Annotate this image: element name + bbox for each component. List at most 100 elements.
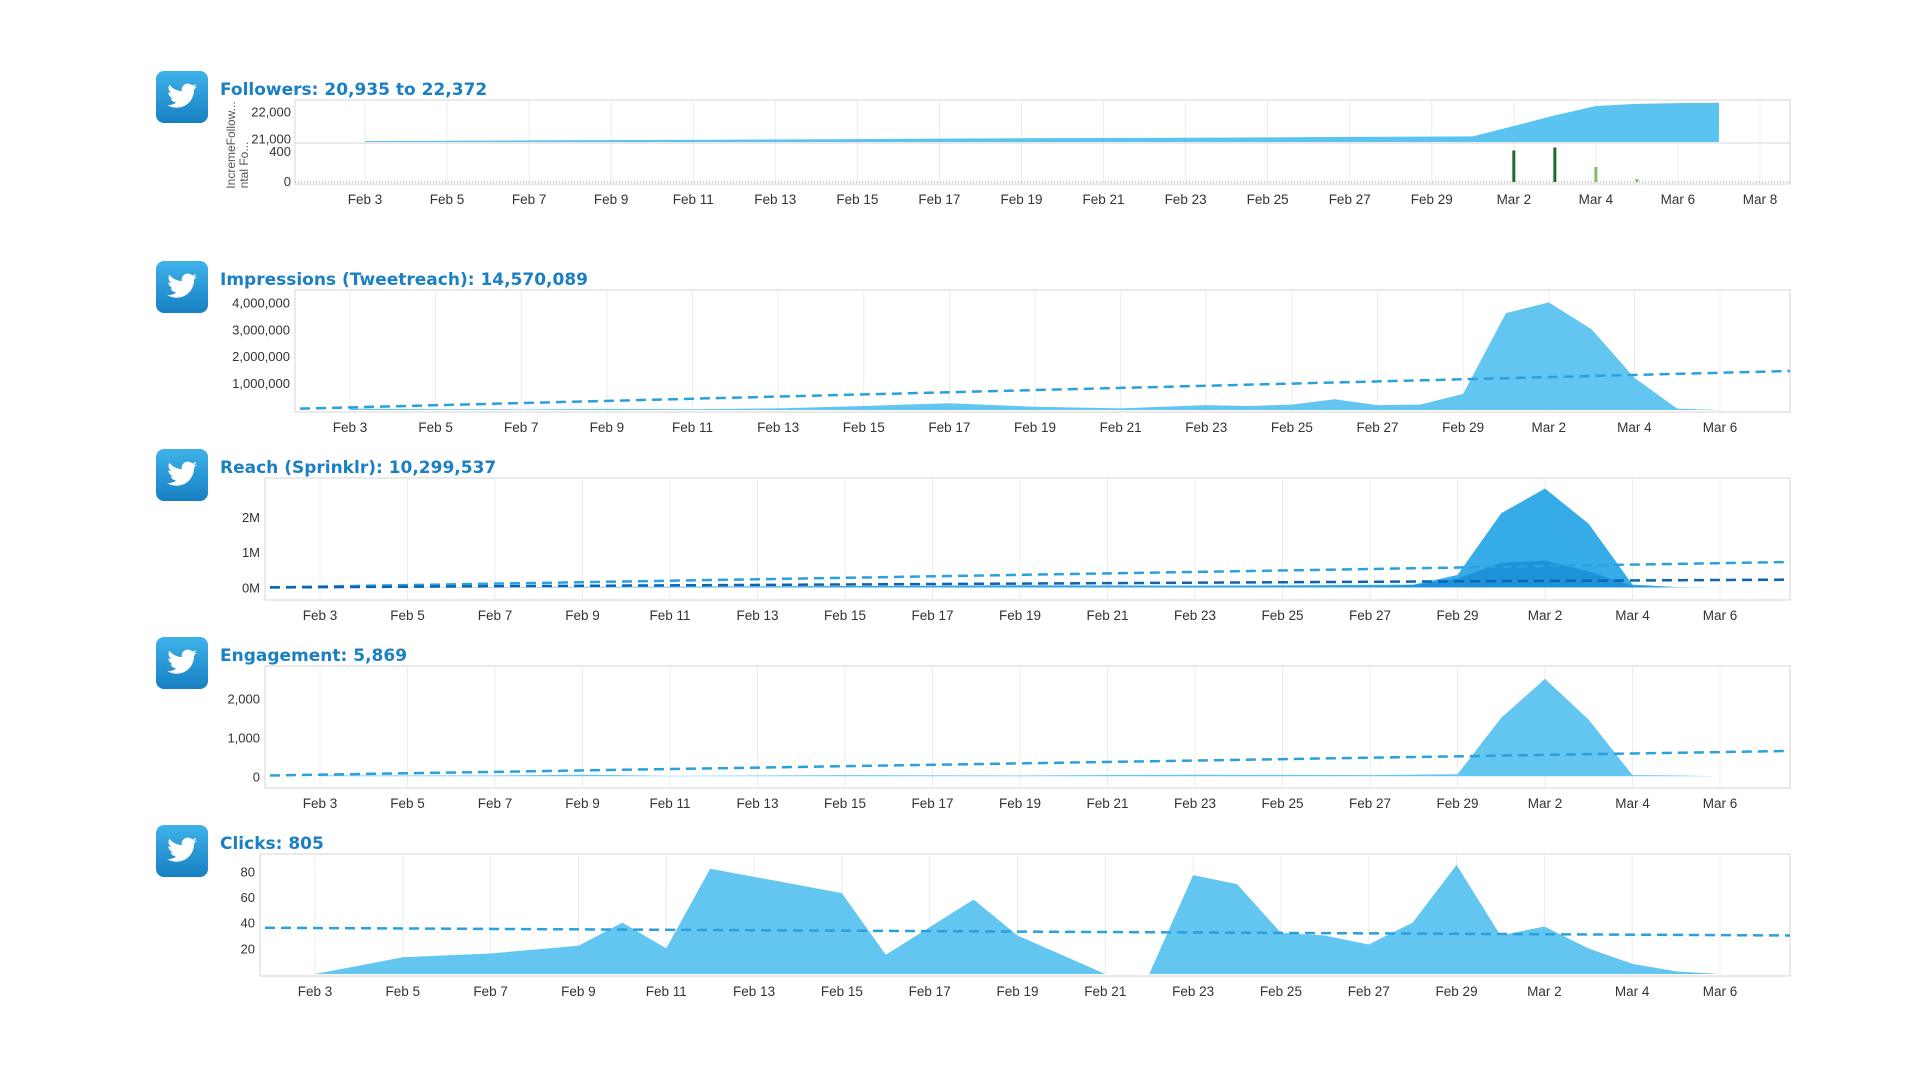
x-tick-label: Feb 11 <box>672 420 713 435</box>
area-series-1 <box>350 302 1720 410</box>
x-tick-label: Feb 5 <box>386 984 421 999</box>
twitter-bird-icon <box>155 824 209 878</box>
x-tick-label: Feb 17 <box>928 420 970 435</box>
chart-panel-5: Clicks: 805 Feb 3 Feb 5 Feb 7 Feb 9 Feb 11 Feb… <box>150 825 1791 1014</box>
x-tick-label: Feb 23 <box>1174 796 1216 811</box>
x-tick-label: Feb 27 <box>1329 192 1371 207</box>
x-tick-label: Mar 2 <box>1528 796 1563 811</box>
x-tick-label: Mar 6 <box>1703 608 1738 623</box>
x-tick-label: Feb 29 <box>1442 420 1484 435</box>
y-tick-label: 60 <box>241 890 255 905</box>
x-tick-label: Mar 4 <box>1615 984 1650 999</box>
chart-panel-2: Impressions (Tweetreach): 14,570,089 Feb … <box>150 261 1791 450</box>
y-tick-label: 21,000 <box>251 131 291 146</box>
x-tick-label: Feb 9 <box>561 984 596 999</box>
plot-frame <box>264 477 1791 601</box>
x-tick-label: Feb 23 <box>1174 608 1216 623</box>
followers-area <box>365 102 1719 142</box>
x-tick-label: Feb 15 <box>843 420 885 435</box>
x-tick-label: Feb 9 <box>565 796 600 811</box>
y-tick-label: 2,000 <box>227 691 260 706</box>
x-tick-label: Feb 15 <box>824 796 866 811</box>
trend-line <box>264 926 1791 937</box>
x-tick-label: Feb 9 <box>594 192 629 207</box>
twitter-bird-icon <box>155 636 209 690</box>
chart-svg: Feb 3 Feb 5 Feb 7 Feb 9 Feb 11 Feb 13 Feb 15 Fe… <box>232 289 1791 435</box>
twitter-bird-icon <box>155 70 209 124</box>
chart-title: Engagement: 5,869 <box>220 646 408 666</box>
x-tick-label: Feb 3 <box>298 984 333 999</box>
x-tick-label: Mar 6 <box>1703 984 1738 999</box>
chart-svg: Feb 3 Feb 5 Feb 7 Feb 9 Feb 11 Feb 13 Feb 15 Fe… <box>227 665 1791 811</box>
plot-frame <box>294 99 1791 185</box>
chart-title: Impressions (Tweetreach): 14,570,089 <box>220 270 588 290</box>
trend-line <box>299 369 1791 410</box>
x-tick-label: Mar 2 <box>1527 984 1562 999</box>
x-tick-label: Feb 9 <box>590 420 625 435</box>
x-tick-label: Feb 11 <box>646 984 687 999</box>
y-tick-label: 3,000,000 <box>232 322 290 337</box>
x-tick-label: Feb 7 <box>473 984 508 999</box>
x-tick-label: Feb 27 <box>1356 420 1398 435</box>
x-tick-label: Feb 21 <box>1100 420 1142 435</box>
y-tick-label: 20 <box>241 941 255 956</box>
y-tick-label: 2M <box>242 510 260 525</box>
twitter-bird-icon <box>155 260 209 314</box>
x-tick-label: Feb 11 <box>649 796 690 811</box>
x-tick-label: Feb 7 <box>504 420 539 435</box>
x-tick-label: Feb 27 <box>1348 984 1390 999</box>
x-tick-label: Feb 13 <box>757 420 799 435</box>
incremental-followers-bar <box>1553 147 1557 182</box>
incremental-followers-bar <box>1594 167 1598 182</box>
y-tick-label: 4,000,000 <box>232 295 290 310</box>
trend-line <box>269 578 1791 589</box>
incremental-followers-bar <box>1512 150 1516 182</box>
y-tick-label: 22,000 <box>251 105 291 120</box>
plot-frame <box>264 665 1791 789</box>
area-series-1 <box>320 678 1720 777</box>
chart-panel-3: Reach (Sprinklr): 10,299,537 Feb 3 Feb 5 Fe… <box>150 449 1791 638</box>
x-tick-label: Feb 5 <box>390 608 425 623</box>
x-tick-label: Feb 15 <box>836 192 878 207</box>
y-tick-label: 1,000 <box>227 730 260 745</box>
chart-title: Reach (Sprinklr): 10,299,537 <box>220 458 497 478</box>
y-tick-label: 2,000,000 <box>232 349 290 364</box>
x-tick-label: Feb 15 <box>821 984 863 999</box>
x-tick-label: Feb 25 <box>1260 984 1302 999</box>
x-tick-label: Feb 19 <box>996 984 1038 999</box>
x-tick-label: Feb 21 <box>1083 192 1125 207</box>
x-tick-label: Mar 6 <box>1661 192 1696 207</box>
x-tick-label: Mar 8 <box>1743 192 1778 207</box>
x-tick-label: Feb 25 <box>1247 192 1289 207</box>
x-tick-label: Mar 2 <box>1497 192 1532 207</box>
plot-frame <box>294 289 1791 413</box>
x-tick-label: Mar 6 <box>1703 420 1738 435</box>
chart-panel-1: Followers: 20,935 to 22,372 Feb 3 Feb 5 Feb… <box>150 71 1791 260</box>
x-tick-label: Feb 21 <box>1086 796 1128 811</box>
x-tick-label: Feb 5 <box>418 420 453 435</box>
x-tick-label: Feb 3 <box>333 420 368 435</box>
x-tick-label: Feb 11 <box>649 608 690 623</box>
x-tick-label: Feb 19 <box>1014 420 1056 435</box>
y-tick-label: 40 <box>241 916 255 931</box>
trend-line <box>269 749 1791 777</box>
y-tick-label: 0 <box>284 174 291 189</box>
y-tick-label: 0 <box>253 769 260 784</box>
x-tick-label: Feb 21 <box>1086 608 1128 623</box>
x-tick-label: Feb 25 <box>1271 420 1313 435</box>
incremental-followers-bar <box>1635 179 1639 182</box>
y-tick-label: 0M <box>242 580 260 595</box>
x-tick-label: Feb 3 <box>348 192 383 207</box>
x-tick-label: Feb 13 <box>733 984 775 999</box>
y-tick-label: 400 <box>269 144 291 159</box>
x-tick-label: Feb 13 <box>736 608 778 623</box>
trend-line <box>269 560 1791 589</box>
x-tick-label: Mar 4 <box>1615 608 1650 623</box>
x-tick-label: Feb 5 <box>430 192 465 207</box>
plot-frame <box>259 853 1791 977</box>
chart-panel-4: Engagement: 5,869 Feb 3 Feb 5 Feb 7 Feb 9 Feb… <box>150 637 1791 826</box>
chart-title: Clicks: 805 <box>220 834 324 854</box>
x-tick-label: Feb 23 <box>1172 984 1214 999</box>
x-tick-label: Feb 19 <box>1000 192 1042 207</box>
x-tick-label: Feb 3 <box>303 608 338 623</box>
